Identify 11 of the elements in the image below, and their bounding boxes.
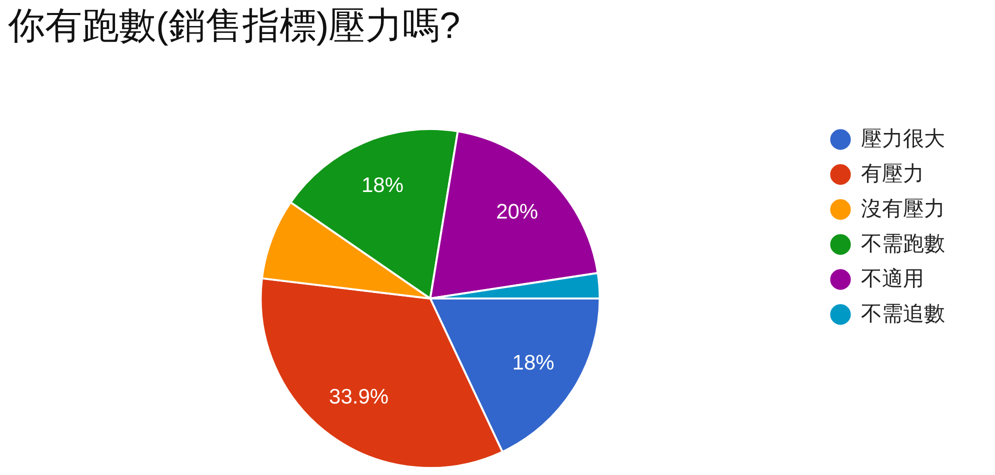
- legend-label: 不需追數: [861, 302, 945, 326]
- data-label: 20%: [496, 200, 538, 224]
- legend-label: 不適用: [861, 267, 924, 290]
- legend-label: 壓力很大: [861, 127, 945, 150]
- legend-label: 不需跑數: [861, 232, 945, 256]
- data-label: 18%: [361, 174, 404, 197]
- legend-label: 沒有壓力: [861, 197, 945, 220]
- data-label: 18%: [512, 352, 554, 375]
- chart-title: 你有跑數(銷售指標)壓力嗎?: [8, 4, 460, 48]
- legend-label: 有壓力: [861, 162, 924, 186]
- data-label: 33.9%: [329, 385, 389, 408]
